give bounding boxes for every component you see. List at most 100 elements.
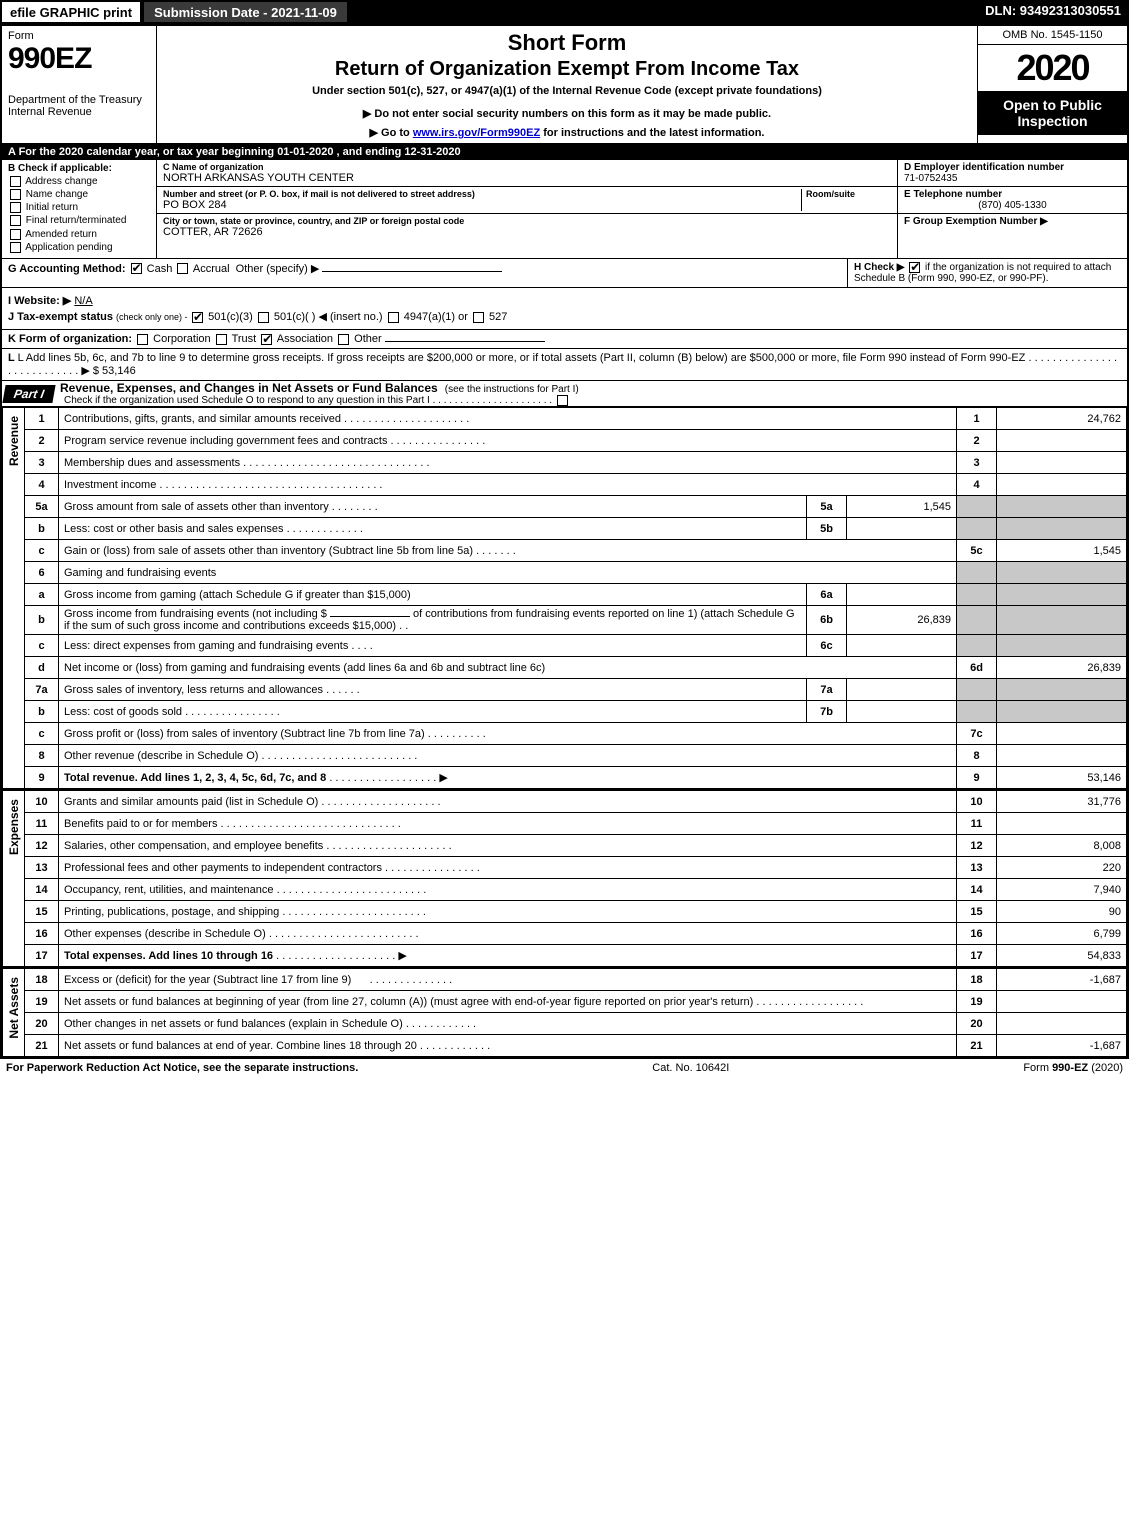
line-7c: c Gross profit or (loss) from sales of i… bbox=[25, 723, 1127, 745]
goto-pre: ▶ Go to bbox=[370, 127, 413, 139]
section-b: B Check if applicable: Address change Na… bbox=[2, 160, 157, 258]
room-label: Room/suite bbox=[806, 189, 891, 199]
part-i-check-line: Check if the organization used Schedule … bbox=[64, 395, 430, 406]
amt-20 bbox=[997, 1013, 1127, 1035]
chk-schedule-o-part-i[interactable] bbox=[557, 395, 568, 406]
chk-accrual[interactable] bbox=[177, 263, 188, 274]
chk-amended-return[interactable]: Amended return bbox=[8, 229, 150, 240]
chk-schedule-b-not-required[interactable] bbox=[909, 262, 920, 273]
val-7b bbox=[847, 701, 957, 723]
val-5b bbox=[847, 518, 957, 540]
line-4: 4 Investment income . . . . . . . . . . … bbox=[25, 474, 1127, 496]
org-info-block: B Check if applicable: Address change Na… bbox=[2, 160, 1127, 259]
ein-value: 71-0752435 bbox=[904, 173, 1121, 184]
goto-row: ▶ Go to www.irs.gov/Form990EZ for instru… bbox=[167, 126, 967, 139]
line-6b: b Gross income from fundraising events (… bbox=[25, 606, 1127, 635]
tax-year: 2020 bbox=[978, 45, 1127, 91]
meta-l: L L Add lines 5b, 6c, and 7b to line 9 t… bbox=[2, 349, 1127, 381]
line-17: 17Total expenses. Add lines 10 through 1… bbox=[25, 945, 1127, 967]
submission-date: Submission Date - 2021-11-09 bbox=[142, 0, 349, 24]
chk-501c[interactable] bbox=[258, 312, 269, 323]
goto-post: for instructions and the latest informat… bbox=[543, 127, 764, 139]
chk-corporation[interactable] bbox=[137, 334, 148, 345]
public-inspection: Open to Public Inspection bbox=[978, 91, 1127, 135]
chk-application-pending[interactable]: Application pending bbox=[8, 242, 150, 253]
chk-final-return[interactable]: Final return/terminated bbox=[8, 215, 150, 226]
short-form-title: Short Form bbox=[167, 30, 967, 56]
amt-17: 54,833 bbox=[997, 945, 1127, 967]
line-13: 13Professional fees and other payments t… bbox=[25, 857, 1127, 879]
goto-link[interactable]: www.irs.gov/Form990EZ bbox=[413, 127, 540, 139]
section-c: C Name of organization NORTH ARKANSAS YO… bbox=[157, 160, 897, 258]
revenue-sidelabel: Revenue bbox=[2, 407, 24, 789]
amt-3 bbox=[997, 452, 1127, 474]
line-18: 18Excess or (deficit) for the year (Subt… bbox=[25, 969, 1127, 991]
footer-left: For Paperwork Reduction Act Notice, see … bbox=[6, 1062, 358, 1074]
line-14: 14Occupancy, rent, utilities, and mainte… bbox=[25, 879, 1127, 901]
chk-name-change[interactable]: Name change bbox=[8, 189, 150, 200]
line-16: 16Other expenses (describe in Schedule O… bbox=[25, 923, 1127, 945]
expenses-table: 10Grants and similar amounts paid (list … bbox=[24, 790, 1127, 967]
line-21: 21Net assets or fund balances at end of … bbox=[25, 1035, 1127, 1057]
amt-8 bbox=[997, 745, 1127, 767]
h-label: H Check ▶ bbox=[854, 262, 904, 273]
net-assets-sidelabel: Net Assets bbox=[2, 968, 24, 1057]
chk-527[interactable] bbox=[473, 312, 484, 323]
line-6: 6 Gaming and fundraising events bbox=[25, 562, 1127, 584]
form-label: Form bbox=[8, 30, 150, 42]
line-12: 12Salaries, other compensation, and empl… bbox=[25, 835, 1127, 857]
phone-value: (870) 405-1330 bbox=[904, 200, 1121, 211]
org-name-label: C Name of organization bbox=[163, 162, 891, 172]
line-6c: c Less: direct expenses from gaming and … bbox=[25, 635, 1127, 657]
omb-number: OMB No. 1545-1150 bbox=[978, 26, 1127, 45]
amt-6d: 26,839 bbox=[997, 657, 1127, 679]
l-text: L Add lines 5b, 6c, and 7b to line 9 to … bbox=[18, 352, 1026, 364]
chk-initial-return[interactable]: Initial return bbox=[8, 202, 150, 213]
line-11: 11Benefits paid to or for members . . . … bbox=[25, 813, 1127, 835]
amt-2 bbox=[997, 430, 1127, 452]
amt-1: 24,762 bbox=[997, 408, 1127, 430]
line-8: 8 Other revenue (describe in Schedule O)… bbox=[25, 745, 1127, 767]
phone-label: E Telephone number bbox=[904, 189, 1121, 200]
g-label: G Accounting Method: bbox=[8, 263, 126, 275]
city-value: COTTER, AR 72626 bbox=[163, 226, 891, 238]
meta-k: K Form of organization: Corporation Trus… bbox=[2, 330, 1127, 349]
group-exemption-label: F Group Exemption Number ▶ bbox=[904, 216, 1121, 227]
line-2: 2 Program service revenue including gove… bbox=[25, 430, 1127, 452]
dln: DLN: 93492313030551 bbox=[977, 0, 1129, 24]
chk-association[interactable] bbox=[261, 334, 272, 345]
irs-label: Internal Revenue bbox=[8, 106, 150, 118]
form-title: Return of Organization Exempt From Incom… bbox=[167, 58, 967, 81]
amt-18: -1,687 bbox=[997, 969, 1127, 991]
ssn-warning: ▶ Do not enter social security numbers o… bbox=[167, 107, 967, 120]
ein-label: D Employer identification number bbox=[904, 162, 1121, 173]
amt-5c: 1,545 bbox=[997, 540, 1127, 562]
val-6c bbox=[847, 635, 957, 657]
chk-address-change[interactable]: Address change bbox=[8, 176, 150, 187]
form-subtitle: Under section 501(c), 527, or 4947(a)(1)… bbox=[167, 85, 967, 97]
chk-cash[interactable] bbox=[131, 263, 142, 274]
amt-11 bbox=[997, 813, 1127, 835]
amt-15: 90 bbox=[997, 901, 1127, 923]
section-def: D Employer identification number 71-0752… bbox=[897, 160, 1127, 258]
chk-other-org[interactable] bbox=[338, 334, 349, 345]
line-9: 9 Total revenue. Add lines 1, 2, 3, 4, 5… bbox=[25, 767, 1127, 789]
line-7a: 7a Gross sales of inventory, less return… bbox=[25, 679, 1127, 701]
chk-4947[interactable] bbox=[388, 312, 399, 323]
form-number: 990EZ bbox=[8, 42, 150, 76]
chk-trust[interactable] bbox=[216, 334, 227, 345]
amt-19 bbox=[997, 991, 1127, 1013]
top-bar: efile GRAPHIC print Submission Date - 20… bbox=[0, 0, 1129, 24]
val-6b: 26,839 bbox=[847, 606, 957, 635]
amt-14: 7,940 bbox=[997, 879, 1127, 901]
part-i-header: Part I Revenue, Expenses, and Changes in… bbox=[2, 381, 1127, 407]
chk-501c3[interactable] bbox=[192, 312, 203, 323]
amt-7c bbox=[997, 723, 1127, 745]
line-5a: 5a Gross amount from sale of assets othe… bbox=[25, 496, 1127, 518]
amt-4 bbox=[997, 474, 1127, 496]
part-i-tab: Part I bbox=[2, 385, 55, 403]
section-b-label: B Check if applicable: bbox=[8, 163, 150, 174]
amt-13: 220 bbox=[997, 857, 1127, 879]
website-value: N/A bbox=[74, 295, 92, 307]
amt-12: 8,008 bbox=[997, 835, 1127, 857]
